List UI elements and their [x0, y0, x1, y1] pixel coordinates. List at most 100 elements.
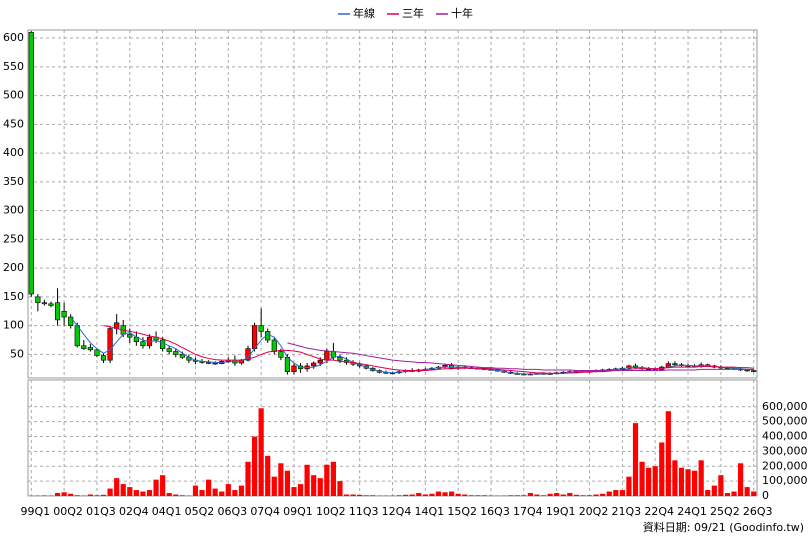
- volume-bar: [560, 494, 566, 496]
- volume-bar: [114, 478, 120, 496]
- ma-line: [70, 316, 754, 375]
- candle-body: [127, 333, 133, 338]
- volume-bar: [304, 464, 310, 496]
- volume-bar: [265, 455, 271, 496]
- volume-bar: [74, 495, 80, 496]
- volume-bar: [514, 495, 520, 496]
- candle-body: [173, 351, 179, 355]
- volume-bar: [724, 493, 731, 496]
- volume-bar: [245, 461, 251, 496]
- candle-body: [278, 351, 284, 358]
- volume-bar: [613, 490, 619, 496]
- candle-body: [251, 325, 258, 349]
- volume-bar: [297, 484, 304, 496]
- volume-bar: [271, 476, 277, 496]
- candle-body: [258, 325, 264, 332]
- volume-bar: [665, 411, 671, 496]
- y-tick-label: 300: [3, 204, 24, 217]
- volume-bar: [580, 495, 586, 496]
- candle-body: [28, 32, 34, 295]
- volume-bar: [324, 464, 330, 496]
- volume-bar: [600, 493, 606, 496]
- volume-bar: [567, 493, 573, 496]
- y2-tick-label: 300,000: [762, 444, 808, 457]
- volume-bar: [416, 493, 422, 496]
- volume-bar: [199, 490, 205, 496]
- y-tick-label: 100: [3, 319, 24, 332]
- x-tick-label: 15Q2: [447, 505, 477, 518]
- candle-body: [35, 296, 41, 303]
- candle-body: [94, 349, 100, 356]
- candle-body: [48, 303, 54, 306]
- volume-bar: [678, 467, 685, 496]
- candle-body: [317, 359, 323, 364]
- volume-bar: [468, 495, 474, 496]
- volume-bar: [449, 491, 455, 496]
- volume-bar: [284, 470, 291, 496]
- footer: 資料日期: 09/21 (Goodinfo.tw): [643, 520, 804, 534]
- volume-bar: [166, 493, 172, 496]
- volume-bar: [672, 460, 678, 496]
- candle-body: [206, 362, 212, 364]
- volume-bar: [350, 494, 356, 496]
- volume-bar: [225, 484, 231, 496]
- y-tick-label: 200: [3, 261, 24, 274]
- volume-bar: [429, 493, 435, 496]
- candle-body: [324, 351, 330, 361]
- volume-bar: [475, 495, 481, 496]
- volume-bar: [206, 479, 212, 496]
- candle-body: [271, 339, 277, 352]
- x-tick-label: 09Q1: [283, 505, 313, 518]
- x-tick-label: 06Q3: [217, 505, 247, 518]
- volume-bar: [219, 491, 225, 496]
- x-tick-label: 25Q2: [710, 505, 740, 518]
- x-tick-label: 99Q1: [20, 505, 50, 518]
- candle-body: [41, 302, 48, 305]
- volume-bar: [232, 490, 238, 496]
- volume-bar: [127, 487, 133, 496]
- x-tick-label: 22Q4: [644, 505, 674, 518]
- volume-bar: [481, 495, 488, 496]
- candle-body: [291, 365, 297, 372]
- volume-bar: [179, 495, 185, 496]
- volume-bar: [508, 495, 514, 496]
- candle-body: [284, 356, 291, 372]
- volume-bar: [455, 493, 461, 496]
- candle-body: [212, 362, 218, 365]
- volume-bar: [705, 490, 711, 496]
- volume-bar: [626, 476, 632, 496]
- y-tick-label: 550: [3, 60, 24, 73]
- candle-body: [61, 310, 67, 318]
- candle-body: [160, 339, 166, 349]
- ma-line: [287, 342, 754, 372]
- volume-bar: [593, 494, 599, 496]
- y2-tick-label: 200,000: [762, 459, 808, 472]
- x-tick-label: 04Q1: [152, 505, 182, 518]
- y-tick-label: 50: [10, 347, 24, 360]
- volume-bar: [146, 490, 153, 496]
- volume-bar: [521, 495, 527, 496]
- volume-bar: [41, 495, 48, 496]
- y2-tick-label: 100,000: [762, 474, 808, 487]
- volume-bar: [337, 481, 343, 496]
- volume-bar: [718, 475, 724, 496]
- y-tick-label: 350: [3, 175, 24, 188]
- volume-bar: [711, 485, 717, 496]
- volume-bar: [396, 495, 402, 496]
- y-tick-label: 250: [3, 232, 24, 245]
- volume-bar: [527, 493, 534, 496]
- volume-bar: [291, 487, 297, 496]
- volume-bar: [363, 495, 369, 496]
- volume-bar: [87, 494, 93, 496]
- candle-body: [74, 325, 80, 347]
- x-tick-label: 20Q2: [579, 505, 609, 518]
- volume-bar: [258, 408, 264, 496]
- candle-body: [311, 362, 317, 367]
- volume-bar: [534, 494, 540, 496]
- x-tick-label: 11Q3: [349, 505, 379, 518]
- x-tick-label: 00Q2: [53, 505, 83, 518]
- candle-body: [107, 328, 113, 361]
- volume-bar: [278, 463, 284, 496]
- candle-body: [140, 341, 146, 347]
- ma-line: [103, 325, 754, 374]
